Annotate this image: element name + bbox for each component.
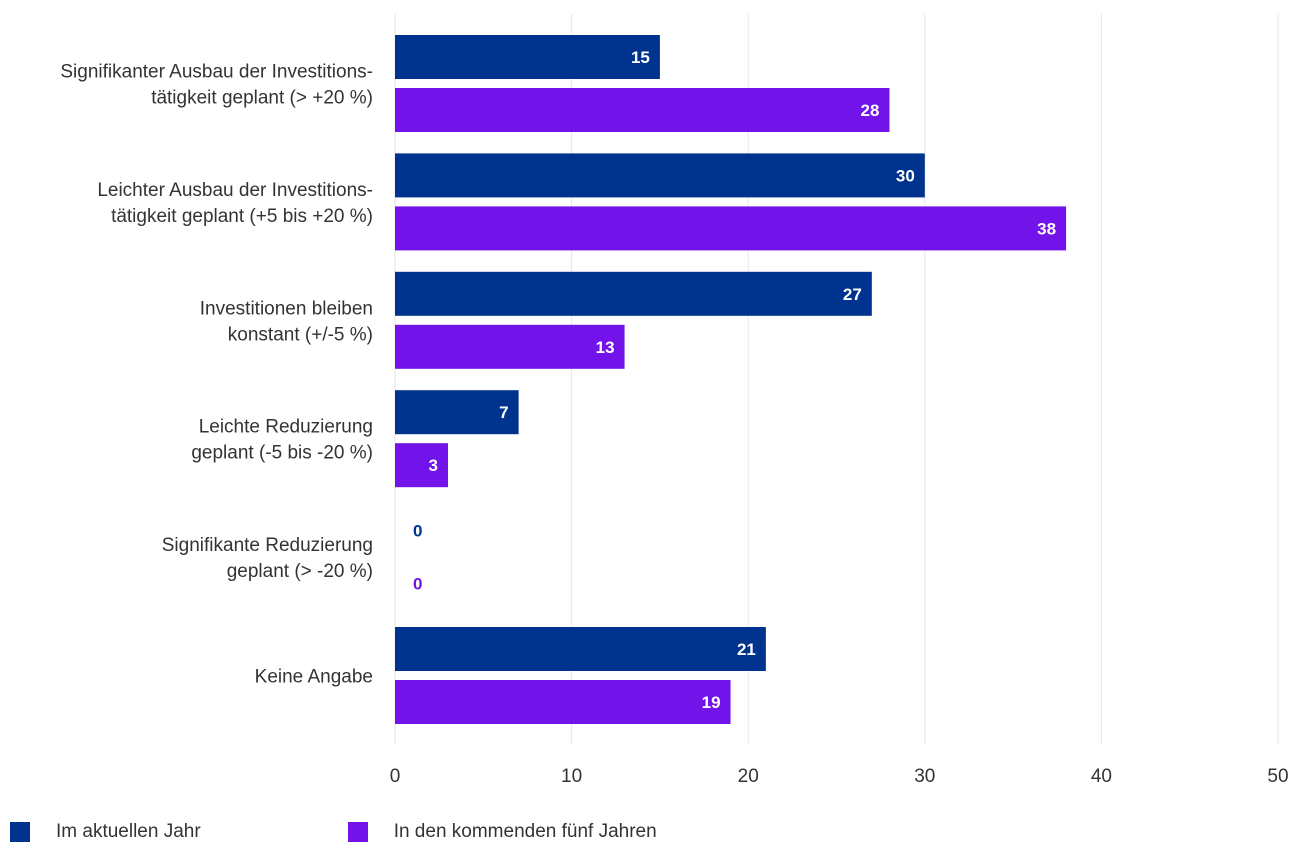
data-label-current-2: 27 [843,285,862,304]
category-label-4-line-0: Signifikante Reduzierung [162,535,373,556]
category-label-2-line-0: Investitionen bleiben [200,298,373,319]
category-label-1-line-1: tätigkeit geplant (+5 bis +20 %) [111,206,373,227]
x-tick-label-10: 10 [561,766,582,787]
category-label-1-line-0: Leichter Ausbau der Investitions- [97,180,373,201]
data-label-current-4: 0 [413,522,422,541]
category-labels: Signifikanter Ausbau der Investitions-tä… [60,62,373,688]
grid-lines [394,14,1279,744]
data-label-current-3: 7 [499,403,508,422]
x-tick-label-0: 0 [390,766,401,787]
data-label-future-5: 19 [702,693,721,712]
data-label-current-5: 21 [737,640,756,659]
bar-current-3 [395,390,519,435]
data-label-future-0: 28 [861,101,880,120]
bar-future-0 [395,88,890,132]
bar-future-3 [395,443,448,488]
bar-current-0 [395,35,660,79]
category-label-3-line-0: Leichte Reduzierung [199,417,373,438]
category-label-5-line-0: Keine Angabe [255,667,373,688]
legend-swatch-current-year [10,822,30,842]
bar-current-5 [395,627,766,671]
legend-item-current-year: Im aktuellen Jahr [10,821,201,843]
category-label-0-line-0: Signifikanter Ausbau der Investitions- [60,62,373,83]
category-label-0-line-1: tätigkeit geplant (> +20 %) [151,88,373,109]
legend-label-next-five-years: In den kommenden fünf Jahren [393,821,657,842]
category-label-3-line-1: geplant (-5 bis -20 %) [191,443,373,464]
x-axis-ticks: 0 10 20 30 40 50 [390,766,1289,787]
x-tick-label-50: 50 [1267,766,1288,787]
data-label-future-4: 0 [413,575,422,594]
data-label-future-1: 38 [1037,219,1056,238]
bar-current-1 [395,153,925,198]
x-tick-label-30: 30 [914,766,935,787]
bar-future-5 [395,680,731,724]
data-label-current-0: 15 [631,48,650,67]
legend-item-next-five-years: In den kommenden fünf Jahren [347,821,657,843]
bar-future-2 [395,324,625,369]
data-label-future-2: 13 [596,338,615,357]
bar-current-2 [395,271,872,316]
data-label-current-1: 30 [896,166,915,185]
bar-future-1 [395,206,1067,251]
legend: Im aktuellen Jahr In den kommenden fünf … [10,821,657,843]
legend-swatch-next-five-years [347,822,368,842]
x-tick-label-20: 20 [738,766,759,787]
category-label-4-line-1: geplant (> -20 %) [227,561,373,582]
category-label-2-line-1: konstant (+/-5 %) [228,324,373,345]
x-tick-label-40: 40 [1091,766,1112,787]
legend-label-current-year: Im aktuellen Jahr [56,821,201,842]
data-label-future-3: 3 [429,456,438,475]
